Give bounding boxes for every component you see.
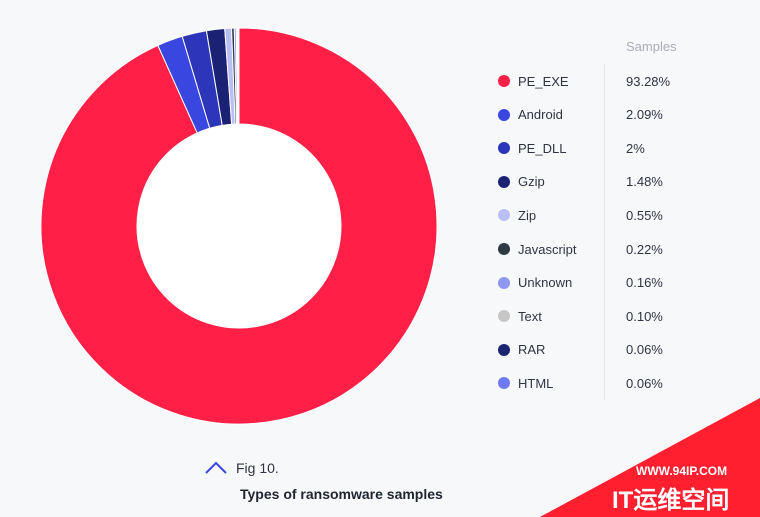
legend-item[interactable]: Unknown 0.16% bbox=[498, 273, 698, 293]
legend-swatch bbox=[498, 377, 510, 390]
donut-chart bbox=[40, 27, 438, 425]
legend-header: Samples bbox=[626, 39, 677, 54]
legend-item[interactable]: PE_DLL 2% bbox=[498, 138, 698, 158]
legend-label: PE_DLL bbox=[518, 140, 567, 156]
legend-value: 2.09% bbox=[626, 107, 663, 123]
legend-value: 0.10% bbox=[626, 308, 663, 324]
legend-value: 93.28% bbox=[626, 73, 671, 89]
legend-label: RAR bbox=[518, 342, 546, 358]
legend-item[interactable]: Zip 0.55% bbox=[498, 205, 698, 225]
watermark-url: WWW.94IP.COM bbox=[636, 464, 728, 478]
donut-hole bbox=[138, 125, 340, 327]
legend-swatch bbox=[498, 310, 510, 323]
legend-value: 0.16% bbox=[626, 275, 663, 291]
slice-pe-exe[interactable] bbox=[40, 27, 438, 425]
legend-item[interactable]: Javascript 0.22% bbox=[498, 239, 698, 259]
legend-value: 0.55% bbox=[626, 207, 663, 223]
legend-swatch bbox=[498, 175, 510, 188]
legend-swatch bbox=[498, 108, 510, 121]
legend-label: Unknown bbox=[518, 275, 573, 291]
legend-item[interactable]: PE_EXE 93.28% bbox=[498, 71, 698, 91]
legend-value: 0.06% bbox=[626, 375, 663, 391]
legend-value: 1.48% bbox=[626, 174, 663, 190]
legend-label: PE_EXE bbox=[518, 73, 569, 89]
legend-value: 0.22% bbox=[626, 241, 663, 257]
watermark-brand: IT运维空间 bbox=[612, 487, 730, 514]
slice-html[interactable] bbox=[237, 27, 240, 125]
legend-item[interactable]: Text 0.10% bbox=[498, 306, 698, 326]
donut-slices bbox=[40, 27, 438, 425]
legend-value: 2% bbox=[626, 140, 645, 156]
legend-item[interactable]: Gzip 1.48% bbox=[498, 172, 698, 192]
legend-swatch bbox=[498, 343, 510, 356]
legend-swatch bbox=[498, 276, 510, 289]
legend-item[interactable]: HTML 0.06% bbox=[498, 373, 698, 393]
legend-item[interactable]: RAR 0.06% bbox=[498, 340, 698, 360]
legend-label: Gzip bbox=[518, 174, 545, 190]
figure-title: Types of ransomware samples bbox=[240, 486, 443, 502]
legend-item[interactable]: Android 2.09% bbox=[498, 105, 698, 125]
legend-swatch bbox=[498, 142, 510, 155]
chevron-up-icon[interactable] bbox=[204, 461, 228, 475]
legend-label: Text bbox=[518, 308, 542, 324]
legend-swatch bbox=[498, 75, 510, 87]
legend-swatch bbox=[498, 243, 510, 255]
figure-number: Fig 10. bbox=[236, 460, 279, 476]
legend-label: HTML bbox=[518, 375, 554, 391]
legend-value: 0.06% bbox=[626, 342, 663, 358]
legend-label: Zip bbox=[518, 207, 537, 223]
figure-caption: Fig 10. Types of ransomware samples bbox=[204, 460, 443, 502]
legend-swatch bbox=[498, 209, 510, 222]
legend-label: Javascript bbox=[518, 241, 577, 257]
legend-divider bbox=[604, 64, 605, 400]
legend-label: Android bbox=[518, 107, 563, 123]
